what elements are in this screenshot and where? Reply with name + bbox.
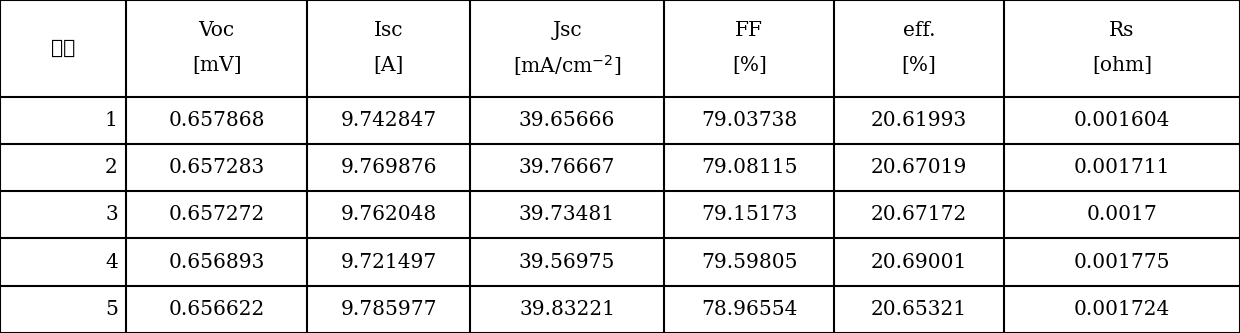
Text: 0.657868: 0.657868 [169, 111, 265, 130]
Text: 39.73481: 39.73481 [520, 205, 615, 224]
Text: 20.65321: 20.65321 [870, 300, 967, 319]
Text: 39.56975: 39.56975 [518, 252, 615, 272]
Text: 0.001604: 0.001604 [1074, 111, 1171, 130]
Text: 4: 4 [105, 252, 118, 272]
Text: [%]: [%] [732, 56, 766, 75]
Text: 1: 1 [105, 111, 118, 130]
Text: 78.96554: 78.96554 [701, 300, 797, 319]
Text: 0.657283: 0.657283 [169, 158, 264, 177]
Text: 5: 5 [105, 300, 118, 319]
Text: 20.67019: 20.67019 [870, 158, 967, 177]
Text: 3: 3 [105, 205, 118, 224]
Text: 9.762048: 9.762048 [341, 205, 436, 224]
Text: 39.65666: 39.65666 [518, 111, 615, 130]
Text: 0.0017: 0.0017 [1086, 205, 1157, 224]
Text: [%]: [%] [901, 56, 936, 75]
Text: 39.76667: 39.76667 [518, 158, 615, 177]
Text: 0.001775: 0.001775 [1074, 252, 1171, 272]
Text: 9.721497: 9.721497 [341, 252, 436, 272]
Text: [A]: [A] [373, 56, 404, 75]
Text: 9.742847: 9.742847 [341, 111, 436, 130]
Text: 79.15173: 79.15173 [701, 205, 797, 224]
Text: 0.001711: 0.001711 [1074, 158, 1171, 177]
Text: 79.08115: 79.08115 [701, 158, 797, 177]
Text: Rs: Rs [1110, 21, 1135, 40]
Text: 20.67172: 20.67172 [870, 205, 967, 224]
Text: 79.59805: 79.59805 [701, 252, 797, 272]
Text: 39.83221: 39.83221 [520, 300, 615, 319]
Text: [mV]: [mV] [192, 56, 242, 75]
Text: 0.656622: 0.656622 [169, 300, 264, 319]
Text: 编号: 编号 [51, 39, 76, 58]
Text: Isc: Isc [373, 21, 403, 40]
Text: 0.001724: 0.001724 [1074, 300, 1171, 319]
Text: [mA/cm$^{-2}$]: [mA/cm$^{-2}$] [513, 53, 621, 78]
Text: 20.61993: 20.61993 [870, 111, 967, 130]
Text: FF: FF [735, 21, 763, 40]
Text: 9.785977: 9.785977 [340, 300, 436, 319]
Text: 2: 2 [105, 158, 118, 177]
Text: Jsc: Jsc [552, 21, 582, 40]
Text: 0.656893: 0.656893 [169, 252, 265, 272]
Text: 79.03738: 79.03738 [701, 111, 797, 130]
Text: 0.657272: 0.657272 [169, 205, 264, 224]
Text: eff.: eff. [903, 21, 935, 40]
Text: 20.69001: 20.69001 [870, 252, 967, 272]
Text: Voc: Voc [198, 21, 234, 40]
Text: 9.769876: 9.769876 [340, 158, 436, 177]
Text: [ohm]: [ohm] [1092, 56, 1152, 75]
